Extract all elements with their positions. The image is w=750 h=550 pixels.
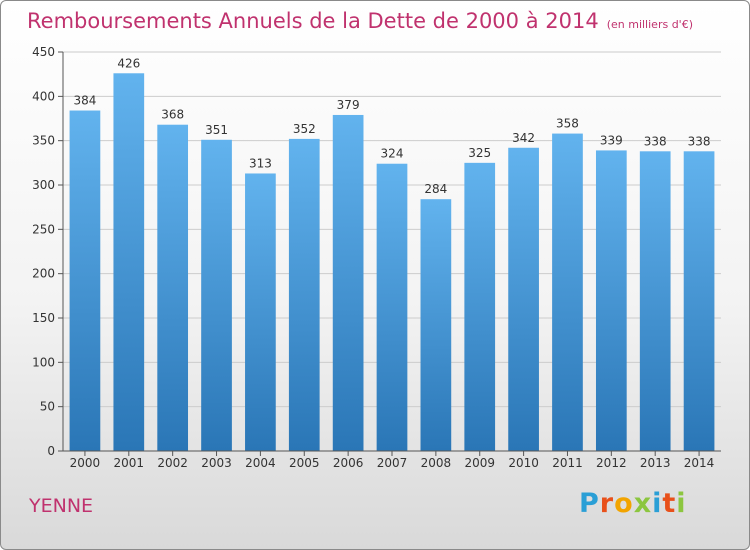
- bar: [420, 199, 452, 451]
- bar: [288, 138, 320, 452]
- bar: [376, 163, 408, 451]
- bar-value-label: 324: [381, 147, 404, 161]
- y-tick-label: 50: [40, 400, 55, 414]
- x-tick-label: 2014: [684, 456, 715, 470]
- bar-value-label: 338: [688, 134, 711, 148]
- bar-value-label: 284: [424, 182, 447, 196]
- x-tick-label: 2001: [114, 456, 145, 470]
- proxiti-logo: Proxiti: [579, 488, 687, 519]
- y-tick-label: 100: [32, 355, 55, 369]
- bar: [332, 114, 364, 451]
- x-tick-label: 2012: [596, 456, 627, 470]
- bar-value-label: 351: [205, 123, 228, 137]
- x-axis: 2000 2001 2002 2003 2004 2005 2006 2007 2008 2009…: [63, 450, 721, 470]
- bar-value-label: 384: [73, 94, 96, 108]
- y-tick-label: 300: [32, 178, 55, 192]
- x-tick-label: 2003: [201, 456, 232, 470]
- bar: [69, 110, 101, 452]
- title-row: Remboursements Annuels de la Dette de 20…: [27, 9, 693, 33]
- x-tick-label: 2008: [421, 456, 452, 470]
- bar-value-label: 352: [293, 122, 316, 136]
- x-tick-label: 2011: [552, 456, 583, 470]
- bar-value-label: 325: [468, 146, 491, 160]
- y-tick-label: 250: [32, 222, 55, 236]
- bar: [595, 150, 627, 452]
- bar: [683, 151, 715, 451]
- bar: [157, 124, 189, 451]
- bar-value-label: 338: [644, 134, 667, 148]
- y-tick-label: 450: [32, 45, 55, 59]
- x-tick-label: 2000: [70, 456, 101, 470]
- bar-value-label: 313: [249, 156, 272, 170]
- chart-subtitle: (en milliers d'€): [606, 18, 693, 31]
- y-tick-label: 150: [32, 311, 55, 325]
- x-tick-label: 2007: [377, 456, 408, 470]
- bar-value-label: 379: [337, 98, 360, 112]
- bar-value-label: 339: [600, 133, 623, 147]
- bar: [201, 139, 232, 451]
- bars: 384 426 368 351 313 352 379 324 284 325 342 358 339 3…: [69, 56, 715, 452]
- logo-letter: t: [662, 488, 677, 519]
- x-tick-label: 2002: [157, 456, 188, 470]
- y-axis: 0 50 100 150 200 250 300 350 400 450: [32, 45, 64, 458]
- logo-letter: i: [676, 488, 687, 519]
- bar: [552, 133, 583, 451]
- x-tick-label: 2004: [245, 456, 276, 470]
- commune-name: YENNE: [29, 495, 94, 517]
- bar: [464, 162, 496, 452]
- x-tick-label: 2009: [464, 456, 495, 470]
- chart-title: Remboursements Annuels de la Dette de 20…: [27, 9, 599, 33]
- logo-letter: r: [599, 488, 615, 519]
- bar-value-label: 358: [556, 117, 579, 131]
- y-tick-label: 400: [32, 89, 55, 103]
- y-tick-label: 350: [32, 134, 55, 148]
- logo-letter: i: [652, 488, 663, 519]
- logo-letter: P: [579, 488, 600, 519]
- x-tick-label: 2005: [289, 456, 320, 470]
- y-tick-label: 0: [47, 444, 55, 458]
- bar: [639, 151, 671, 451]
- x-tick-label: 2006: [333, 456, 364, 470]
- bar: [245, 173, 276, 451]
- bar-value-label: 342: [512, 131, 535, 145]
- bar: [508, 147, 539, 451]
- x-tick-label: 2010: [508, 456, 539, 470]
- logo-letter: x: [633, 488, 653, 519]
- y-tick-label: 200: [32, 267, 55, 281]
- bar-value-label: 368: [161, 108, 184, 122]
- x-tick-label: 2013: [640, 456, 671, 470]
- bar-value-label: 426: [117, 56, 140, 70]
- logo-letter: o: [614, 488, 634, 519]
- bar: [113, 73, 145, 451]
